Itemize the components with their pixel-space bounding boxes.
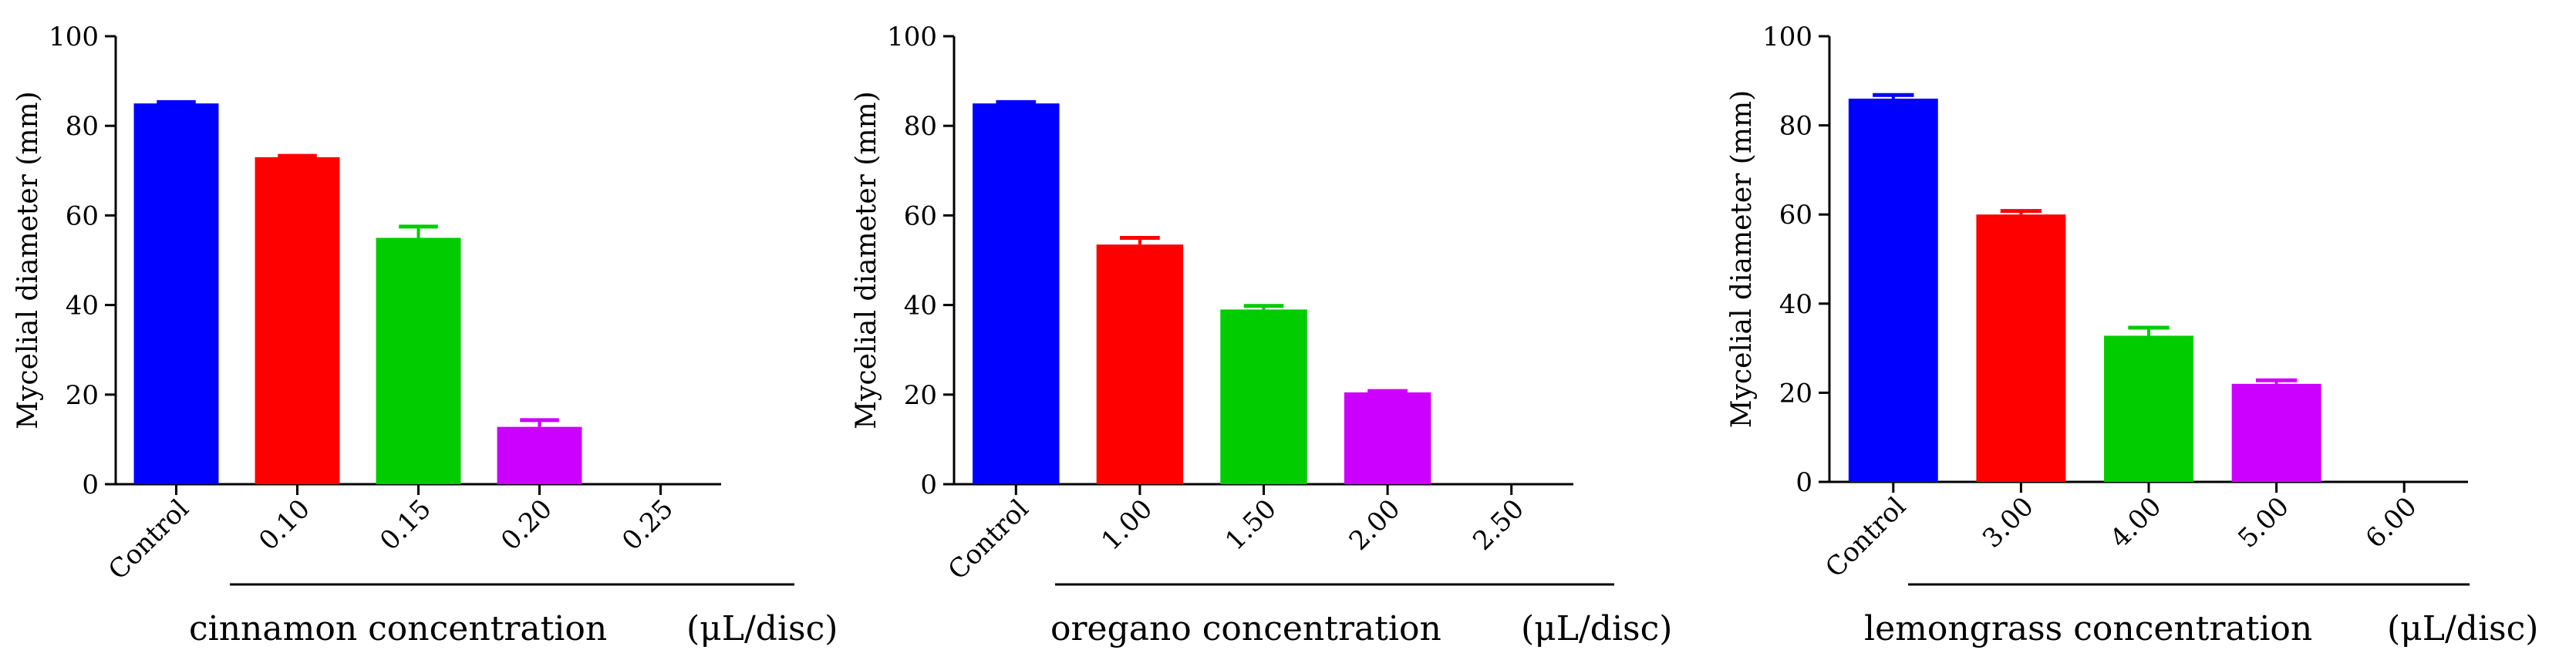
x-axis-unit: (μL/disc) [1521, 609, 1672, 648]
y-tick-label: 20 [1779, 378, 1812, 409]
y-tick-label: 100 [1762, 22, 1812, 52]
y-tick-label: 0 [920, 470, 937, 500]
bar-5-00 [2231, 383, 2321, 482]
bar-control [973, 103, 1060, 484]
y-tick-label: 0 [82, 470, 99, 500]
bar-3-00 [1976, 214, 2066, 482]
y-axis-title: Mycelial diameter (mm) [851, 91, 882, 429]
bar-4-00 [2104, 335, 2193, 482]
y-axis-title: Mycelial diameter (mm) [12, 91, 44, 429]
y-tick-label: 60 [66, 200, 99, 231]
x-tick-label: 0.15 [374, 493, 437, 557]
x-axis-unit: (μL/disc) [686, 609, 838, 648]
bar-1-00 [1096, 244, 1184, 484]
bar-0-15 [376, 237, 461, 484]
x-tick-label: Control [942, 493, 1035, 586]
bar-control [1848, 98, 1938, 483]
y-tick-label: 40 [904, 291, 937, 322]
y-tick-label: 80 [904, 111, 937, 142]
bar-0-10 [255, 157, 340, 484]
y-tick-label: 80 [66, 111, 99, 142]
y-tick-label: 60 [1779, 200, 1812, 231]
x-tick-label: 1.50 [1219, 493, 1283, 557]
y-tick-label: 100 [49, 22, 99, 52]
x-axis-unit: (μL/disc) [2387, 609, 2538, 648]
y-tick-label: 80 [1779, 111, 1812, 142]
x-tick-label: 3.00 [1977, 491, 2040, 554]
y-tick-label: 40 [1779, 289, 1812, 320]
x-tick-label: 0.25 [616, 493, 679, 557]
x-axis-title: cinnamon concentration [189, 609, 607, 648]
x-tick-label: 0.10 [253, 493, 316, 557]
y-tick-label: 20 [66, 380, 99, 411]
chart-panel-cinnamon: 0 20 40 60 80 100 Mycelial diameter (mm) Contro… [12, 22, 838, 648]
bar-1-50 [1220, 309, 1307, 484]
bar-control [133, 103, 219, 484]
y-axis-title: Mycelial diameter (mm) [1726, 90, 1758, 428]
x-tick-label: 5.00 [2232, 491, 2295, 554]
y-tick-label: 100 [887, 22, 937, 52]
x-tick-label: 1.00 [1095, 493, 1158, 557]
x-tick-label: 2.50 [1467, 493, 1530, 557]
x-axis-title: oregano concentration [1050, 609, 1441, 648]
chart-panel-lemongrass: 0 20 40 60 80 100 Mycelial diameter (mm) Contro… [1726, 22, 2538, 648]
y-tick-label: 20 [904, 380, 937, 411]
y-tick-label: 0 [1795, 467, 1812, 498]
x-axis-title: lemongrass concentration [1864, 609, 2312, 648]
x-tick-label: 4.00 [2105, 491, 2168, 554]
y-tick-label: 60 [904, 200, 937, 231]
x-tick-label: 2.00 [1344, 493, 1407, 557]
chart-panel-oregano: 0 20 40 60 80 100 Mycelial diameter (mm) Contro… [851, 22, 1672, 648]
bar-0-20 [497, 426, 582, 484]
bar-2-00 [1344, 392, 1431, 484]
x-tick-label: 6.00 [2360, 491, 2423, 554]
x-tick-label: Control [1819, 491, 1912, 584]
x-tick-label: 0.20 [495, 493, 558, 557]
y-tick-label: 40 [66, 291, 99, 322]
x-tick-label: Control [103, 493, 195, 586]
